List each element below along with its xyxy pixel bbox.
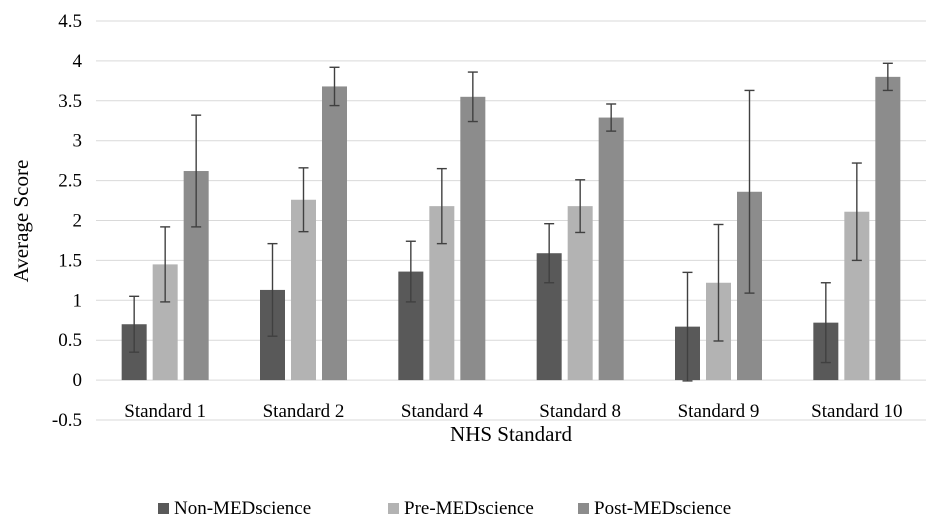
legend-label: Post-MEDscience xyxy=(594,498,731,519)
y-tick-label: 0.5 xyxy=(58,330,82,351)
x-tick-label: Standard 4 xyxy=(401,401,483,422)
legend-swatch xyxy=(578,503,589,514)
error-bar xyxy=(329,66,340,107)
x-tick-label: Standard 2 xyxy=(263,401,345,422)
x-axis-categories: Standard 1 Standard 2 Standard 4 Standard 8… xyxy=(124,401,902,422)
y-tick-label: 0 xyxy=(73,370,83,391)
y-tick-label: 4 xyxy=(73,51,83,72)
y-tick-label: 3.5 xyxy=(58,91,82,112)
error-bar xyxy=(851,162,862,262)
bar xyxy=(598,117,624,381)
bars xyxy=(121,76,901,381)
error-bar xyxy=(713,223,724,342)
error-bar xyxy=(267,242,278,337)
y-tick-label: 2.5 xyxy=(58,171,82,192)
error-bar xyxy=(129,295,140,353)
bar xyxy=(875,76,901,381)
legend-item: Post-MEDscience xyxy=(578,498,731,519)
error-bars xyxy=(129,62,893,382)
y-tick-label: -0.5 xyxy=(52,410,82,431)
legend: Non-MEDscience Pre-MEDscience Post-MEDscie… xyxy=(158,498,731,519)
error-bar xyxy=(405,240,416,303)
y-axis-ticks: -0.5 0 0.5 1 1.5 2 2.5 3 3.5 4 4.5 xyxy=(52,11,83,431)
error-bar xyxy=(298,167,309,233)
x-tick-label: Standard 9 xyxy=(678,401,760,422)
error-bar xyxy=(882,62,893,92)
error-bar xyxy=(436,167,447,245)
x-tick-label: Standard 8 xyxy=(539,401,621,422)
legend-swatch xyxy=(388,503,399,514)
y-tick-label: 3 xyxy=(73,131,83,152)
x-tick-label: Standard 1 xyxy=(124,401,206,422)
bar xyxy=(322,86,347,381)
legend-label: Pre-MEDscience xyxy=(404,498,534,519)
error-bar xyxy=(744,89,755,294)
y-axis-title: Average Score xyxy=(9,160,33,283)
error-bar xyxy=(544,222,555,284)
legend-item: Non-MEDscience xyxy=(158,498,311,519)
x-axis-title: NHS Standard xyxy=(450,422,572,446)
error-bar xyxy=(575,179,586,234)
y-tick-label: 1.5 xyxy=(58,250,82,271)
error-bar xyxy=(606,103,617,132)
gridlines xyxy=(96,20,926,421)
legend-item: Pre-MEDscience xyxy=(388,498,534,519)
y-tick-label: 2 xyxy=(73,211,83,232)
error-bar xyxy=(191,114,202,228)
y-tick-label: 1 xyxy=(73,290,83,311)
bar xyxy=(460,96,486,381)
error-bar xyxy=(160,226,171,303)
error-bar xyxy=(682,271,693,382)
x-tick-label: Standard 10 xyxy=(811,401,902,422)
bar xyxy=(567,206,593,381)
legend-swatch xyxy=(158,503,169,514)
error-bar xyxy=(820,282,831,364)
error-bar xyxy=(467,71,478,123)
legend-label: Non-MEDscience xyxy=(174,498,311,519)
y-tick-label: 4.5 xyxy=(58,11,82,32)
